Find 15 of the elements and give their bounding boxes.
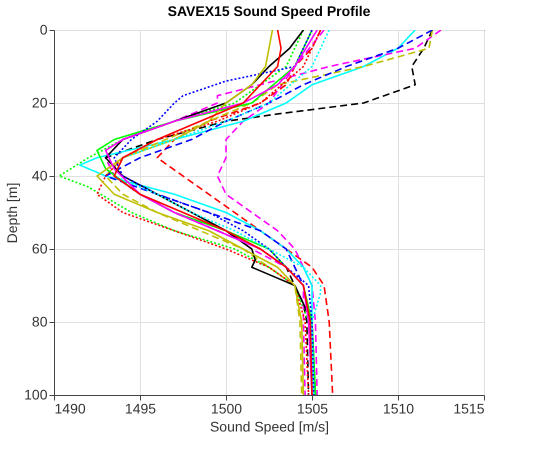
y-tick-label: 80 (32, 314, 48, 330)
x-tick-label: 1490 (54, 400, 86, 416)
chart-title: SAVEX15 Sound Speed Profile (168, 3, 371, 19)
x-tick-label: 1495 (124, 400, 156, 416)
y-tick-label: 0 (40, 22, 48, 38)
y-tick-label: 40 (32, 168, 48, 184)
y-tick-label: 60 (32, 240, 48, 256)
y-axis-title: Depth [m] (4, 182, 20, 244)
y-tick-label: 100 (24, 386, 48, 402)
y-tick-label: 20 (32, 94, 48, 110)
x-tick-label: 1515 (453, 400, 485, 416)
x-tick-label: 1510 (382, 400, 414, 416)
x-tick-label: 1505 (296, 400, 328, 416)
x-axis-title: Sound Speed [m/s] (210, 418, 330, 434)
x-tick-label: 1500 (210, 400, 242, 416)
